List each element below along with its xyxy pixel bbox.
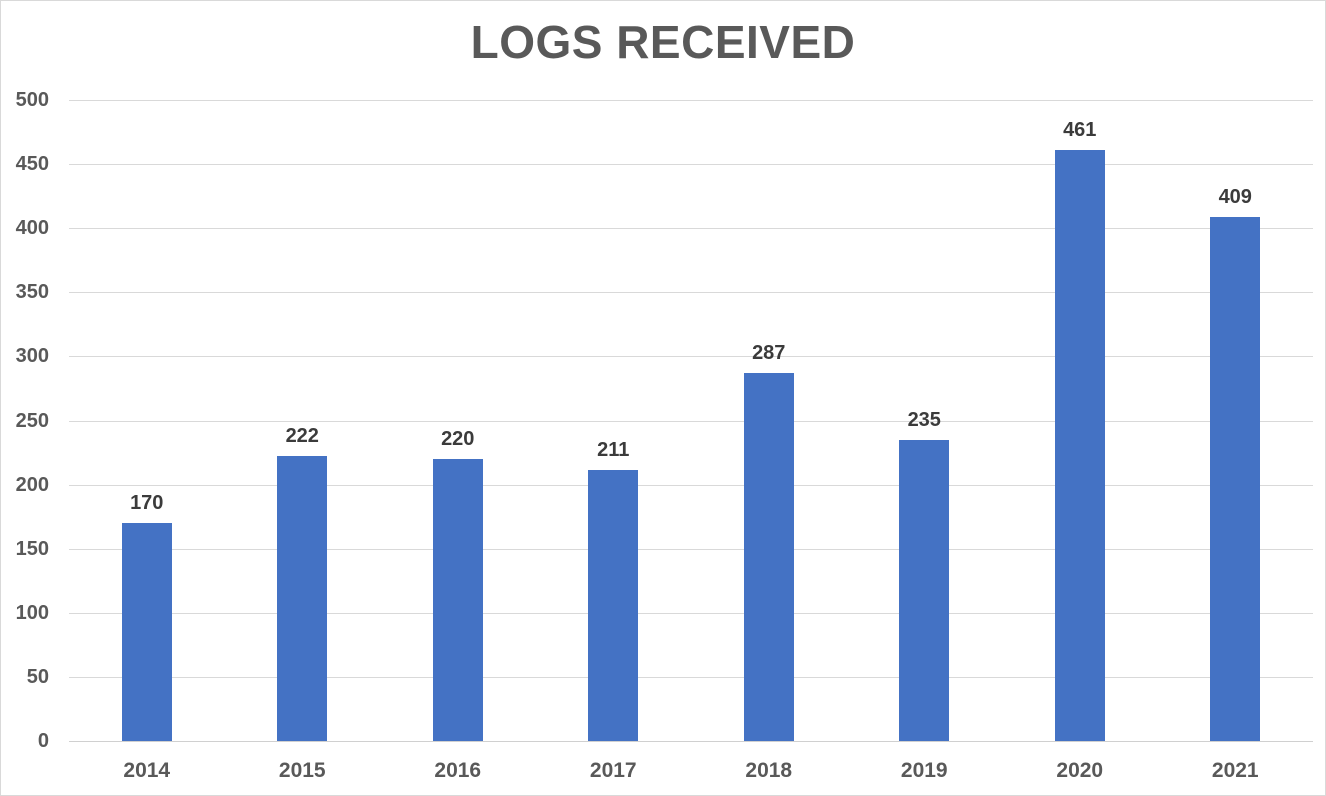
y-tick-label: 250 [15,409,49,432]
bar-2019 [899,439,950,741]
x-tick-label-2014: 2014 [123,759,171,782]
y-tick-label: 50 [26,665,49,688]
data-label-2015: 222 [285,425,319,448]
x-tick-label-2016: 2016 [434,759,482,782]
data-label-2017: 211 [597,439,630,462]
gridline [69,292,1313,294]
y-tick-label: 500 [15,89,49,111]
y-tick-label: 300 [15,345,49,368]
gridline [69,548,1313,550]
bar-2015 [277,456,328,741]
gridline [69,164,1313,166]
bar-2021 [1210,216,1261,741]
x-tick-label-2021: 2021 [1211,759,1259,782]
x-tick-label-2015: 2015 [278,759,326,782]
gridline [69,612,1313,614]
x-tick-label-2018: 2018 [745,759,793,782]
data-label-2019: 235 [907,408,941,431]
y-tick-label: 200 [15,473,49,496]
y-tick-label: 0 [37,730,49,752]
data-label-2018: 287 [752,342,786,365]
x-axis-line [69,741,1313,742]
bar-2018 [743,373,794,741]
y-tick-label: 350 [15,281,49,304]
gridline [69,228,1313,230]
data-label-2021: 409 [1218,185,1252,208]
y-tick-label: 400 [15,217,49,240]
gridline [69,676,1313,678]
x-tick-label-2019: 2019 [900,759,948,782]
data-label-2014: 170 [130,492,164,515]
gridline [69,356,1313,358]
gridline [69,420,1313,422]
bar-2014 [121,523,172,741]
x-tick-label-2017: 2017 [589,759,637,782]
y-tick-label: 100 [15,601,49,624]
gridline [69,484,1313,486]
chart-title: LOGS RECEIVED [470,16,856,68]
bar-2016 [432,458,483,741]
y-tick-label: 450 [15,153,49,176]
bar-2020 [1054,149,1105,741]
gridline [69,100,1313,101]
x-tick-label-2020: 2020 [1056,759,1104,782]
data-label-2016: 220 [441,427,475,450]
data-label-2020: 461 [1063,118,1097,141]
bar-2017 [588,470,639,741]
y-tick-label: 150 [15,537,49,560]
